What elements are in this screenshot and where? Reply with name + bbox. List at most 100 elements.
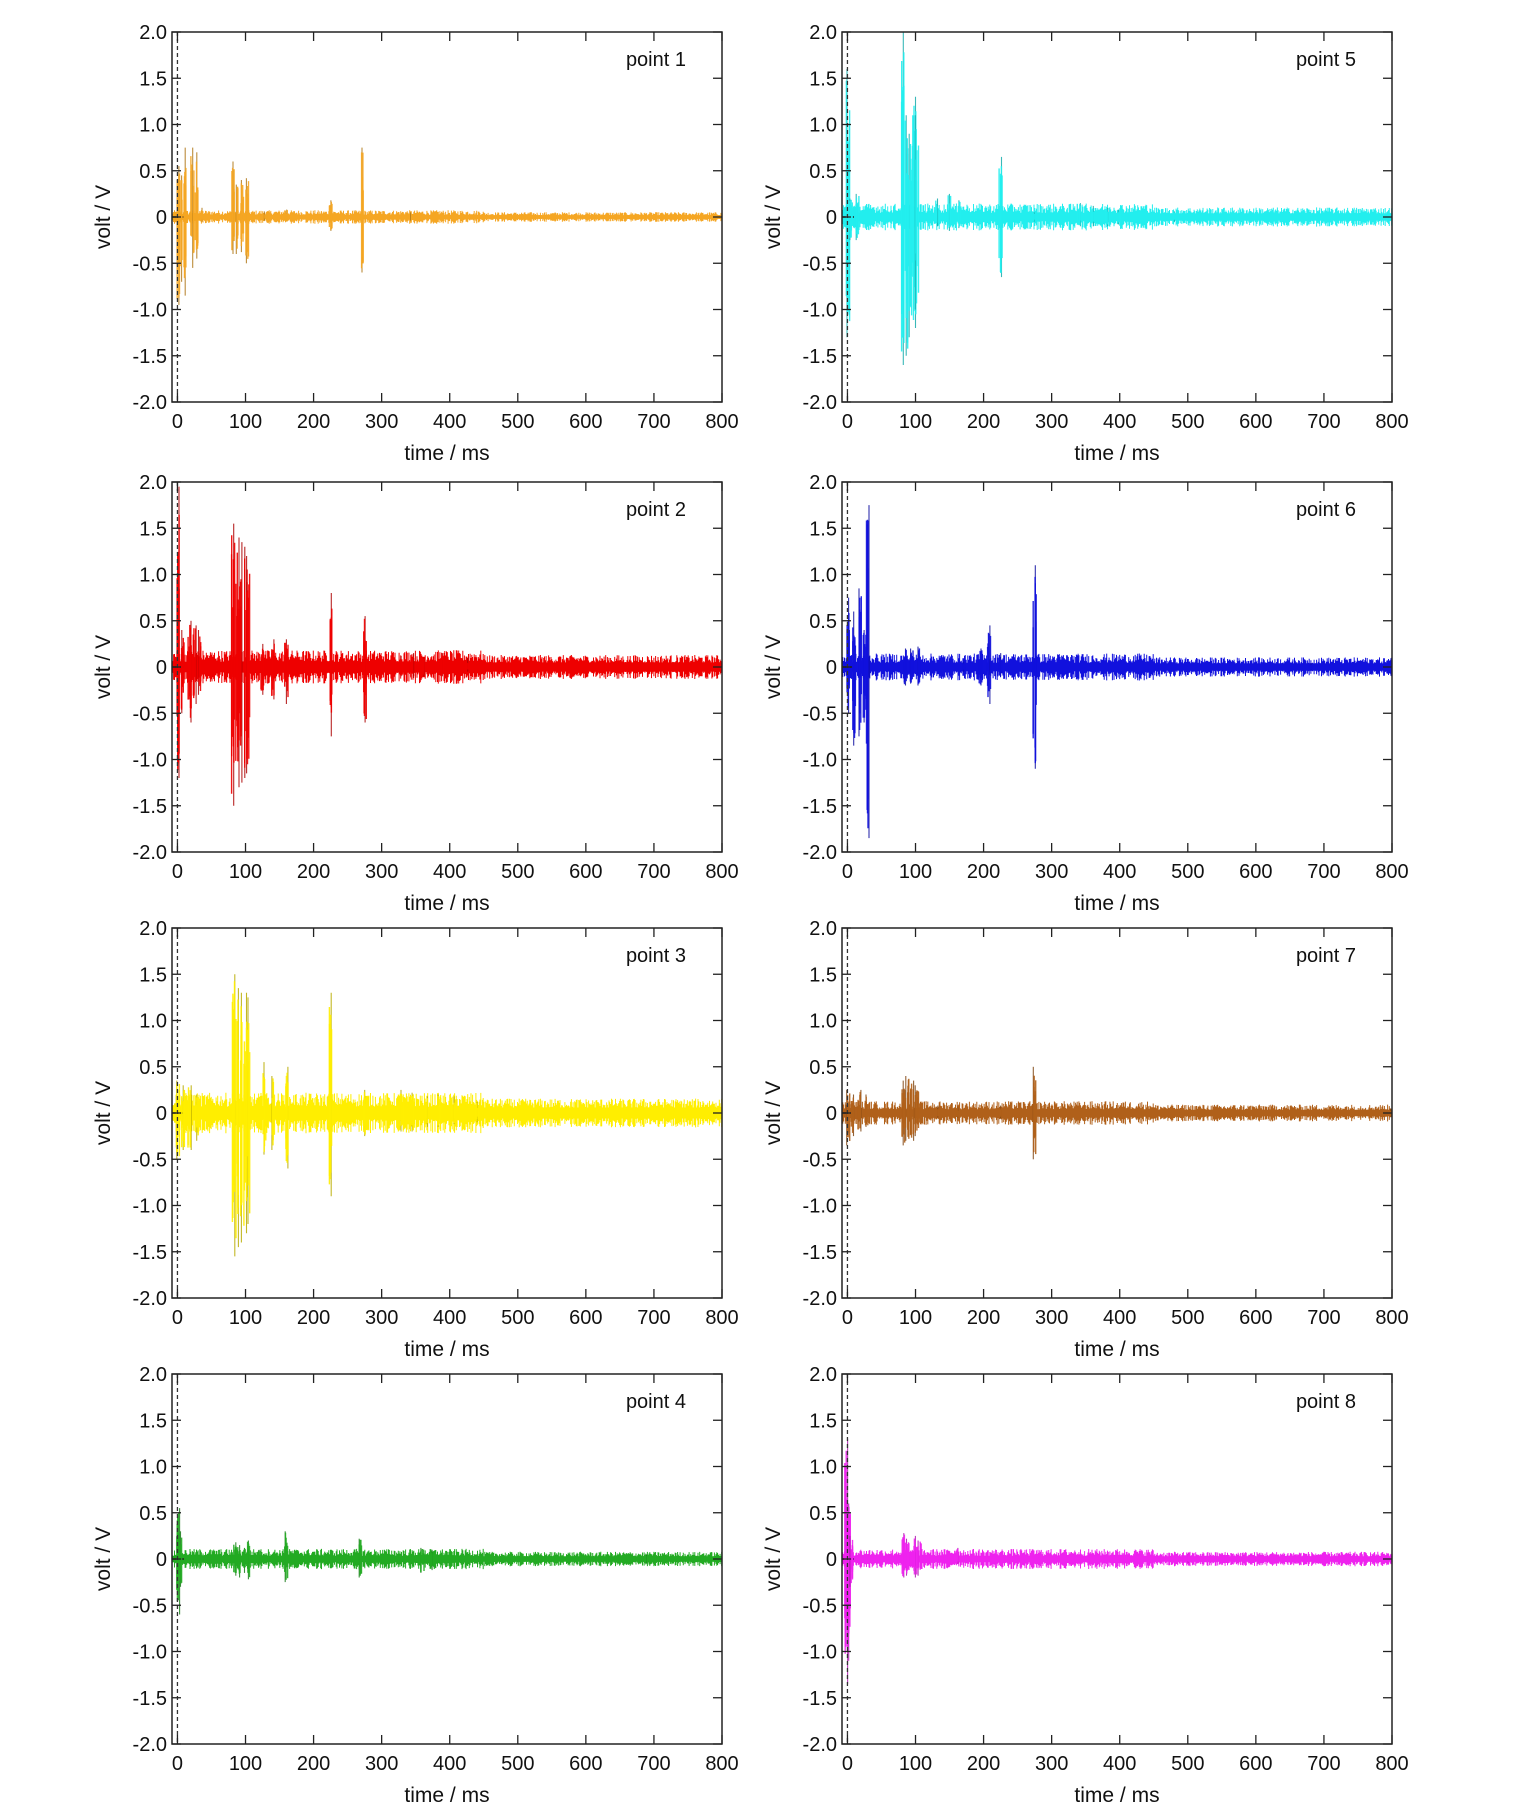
x-tick-label: 600 [569, 861, 602, 883]
x-tick-label: 300 [1035, 1307, 1068, 1329]
x-axis-title: time / ms [1074, 1338, 1159, 1361]
spike-9 [245, 997, 251, 1224]
y-tick-label: 0 [826, 207, 837, 229]
spike-16 [1104, 207, 1109, 227]
x-axis-title: time / ms [404, 1784, 489, 1807]
x-tick-label: 400 [433, 411, 466, 433]
y-tick-label: -1.0 [803, 1642, 837, 1664]
spike-8 [238, 542, 243, 783]
spike-6 [903, 648, 907, 686]
x-tick-label: 100 [899, 1307, 932, 1329]
spike-4 [862, 630, 867, 723]
x-tick-label: 200 [967, 1753, 1000, 1775]
spike-5 [231, 974, 236, 1257]
y-tick-label: 1.5 [809, 518, 837, 540]
spike-15 [399, 1089, 405, 1132]
x-tick-label: 100 [229, 861, 262, 883]
y-tick-label: -0.5 [803, 1149, 837, 1171]
x-axis-title: time / ms [404, 1338, 489, 1361]
y-tick-label: -1.0 [133, 1642, 167, 1664]
x-tick-label: 100 [899, 861, 932, 883]
x-tick-label: 400 [1103, 861, 1136, 883]
x-tick-label: 400 [1103, 1753, 1136, 1775]
baseline-noise [842, 203, 1392, 231]
y-tick-label: -2.0 [133, 392, 167, 414]
plot-data [842, 505, 1392, 839]
x-tick-label: 500 [1171, 1307, 1204, 1329]
panel-label: point 2 [626, 499, 686, 521]
spike-12 [271, 639, 275, 700]
spike-6 [907, 133, 913, 338]
x-axis-title: time / ms [1074, 442, 1159, 465]
x-tick-label: 800 [705, 1307, 738, 1329]
x-tick-label: 300 [1035, 861, 1068, 883]
y-tick-label: -1.5 [803, 1688, 837, 1710]
panel-4: 2.01.51.00.50-0.5-1.0-1.5-2.00 100 200 300 4… [92, 1364, 739, 1807]
spike-14 [360, 147, 364, 273]
x-tick-label: 800 [1375, 861, 1408, 883]
spike-17 [410, 653, 415, 679]
spike-5 [901, 1080, 906, 1146]
x-tick-label: 300 [365, 1753, 398, 1775]
spike-17 [1117, 209, 1122, 225]
spike-14 [1307, 663, 1313, 670]
x-tick-label: 200 [967, 411, 1000, 433]
y-tick-label: -1.0 [803, 750, 837, 772]
spike-6 [235, 988, 240, 1248]
spike-11 [260, 643, 265, 695]
spike-5 [197, 630, 202, 695]
y-tick-label: -0.5 [133, 1149, 167, 1171]
baseline-noise [172, 1092, 722, 1134]
baseline-noise [172, 1548, 722, 1570]
y-tick-label: 0.5 [139, 1057, 167, 1079]
x-tick-label: 700 [637, 1753, 670, 1775]
spike-12 [1032, 1066, 1037, 1160]
panel-8: 2.01.51.00.50-0.5-1.0-1.5-2.00 100 200 300 4… [762, 1364, 1409, 1807]
x-tick-label: 100 [229, 411, 262, 433]
x-axis-title: time / ms [404, 442, 489, 465]
panel-label: point 5 [1296, 49, 1356, 71]
x-tick-label: 0 [842, 1307, 853, 1329]
spike-4 [901, 1533, 906, 1578]
y-tick-label: -0.5 [133, 1595, 167, 1617]
spike-11 [430, 1549, 436, 1571]
x-tick-label: 0 [172, 411, 183, 433]
spike-8 [284, 1531, 289, 1583]
spike-4 [900, 32, 905, 365]
y-tick-label: -1.0 [133, 750, 167, 772]
plot-data [842, 1438, 1392, 1684]
spike-7 [917, 1540, 922, 1576]
x-tick-label: 400 [433, 1753, 466, 1775]
spike-9 [358, 1538, 363, 1578]
spike-15 [406, 212, 411, 221]
y-tick-label: 0.5 [139, 1503, 167, 1525]
y-tick-label: -0.5 [803, 703, 837, 725]
x-tick-label: 800 [705, 1753, 738, 1775]
spike-13 [328, 992, 333, 1197]
y-tick-label: -1.5 [133, 346, 167, 368]
y-tick-label: 0 [156, 1549, 167, 1571]
y-tick-label: 1.5 [139, 1410, 167, 1432]
spike-9 [1186, 1553, 1190, 1563]
spike-6 [199, 207, 204, 222]
spike-7 [231, 161, 235, 254]
panel-5: 2.01.51.00.50-0.5-1.0-1.5-2.00 100 200 300 4… [762, 22, 1409, 465]
y-tick-label: 2.0 [809, 1364, 837, 1386]
y-tick-label: 0 [826, 1549, 837, 1571]
y-axis-title: volt / V [762, 185, 785, 249]
y-tick-label: 2.0 [139, 472, 167, 494]
x-tick-label: 100 [899, 1753, 932, 1775]
y-tick-label: 0 [156, 1103, 167, 1125]
x-tick-label: 500 [501, 411, 534, 433]
panel-2: 2.01.51.00.50-0.5-1.0-1.5-2.00 100 200 300 4… [92, 472, 739, 915]
y-tick-label: -2.0 [803, 842, 837, 864]
x-tick-label: 0 [842, 411, 853, 433]
y-tick-label: 2.0 [139, 1364, 167, 1386]
y-tick-label: -1.5 [803, 1242, 837, 1264]
y-tick-label: 2.0 [139, 918, 167, 940]
spike-13 [328, 200, 333, 231]
spike-14 [329, 593, 333, 737]
x-tick-label: 500 [501, 861, 534, 883]
spike-10 [245, 178, 250, 264]
y-tick-label: 0.5 [809, 161, 837, 183]
